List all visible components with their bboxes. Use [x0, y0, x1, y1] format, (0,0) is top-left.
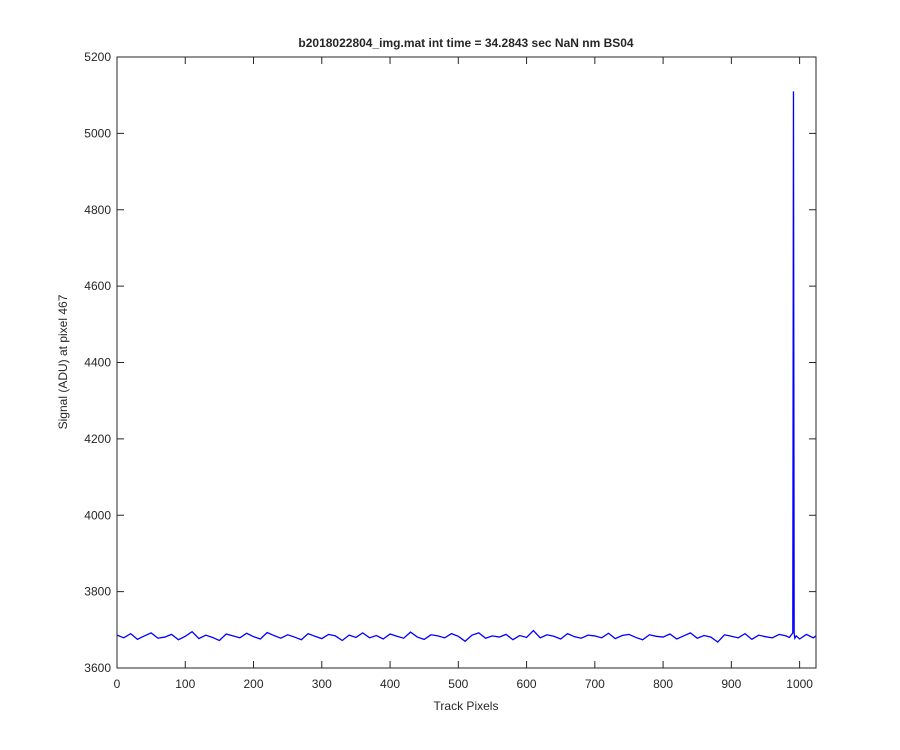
y-tick-label: 3800: [84, 585, 111, 599]
y-axis-label: Signal (ADU) at pixel 467: [56, 294, 70, 429]
data-line: [116, 91, 817, 643]
y-tick-label: 4400: [84, 356, 111, 370]
y-tick-label: 4600: [84, 279, 111, 293]
x-tick-label: 300: [312, 677, 332, 691]
x-tick-label: 100: [175, 677, 195, 691]
x-tick-label: 500: [448, 677, 468, 691]
y-tick-label: 3600: [84, 661, 111, 675]
y-tick-label: 4200: [84, 432, 111, 446]
y-tick-label: 5000: [84, 126, 111, 140]
x-axis-label: Track Pixels: [434, 699, 499, 713]
x-tick-label: 0: [114, 677, 121, 691]
x-tick-label: 1000: [786, 677, 813, 691]
chart-title: b2018022804_img.mat int time = 34.2843 s…: [298, 36, 634, 50]
x-tick-label: 400: [380, 677, 400, 691]
y-tick-label: 4000: [84, 508, 111, 522]
plot-area: [117, 57, 816, 668]
x-tick-label: 800: [653, 677, 673, 691]
x-tick-label: 200: [244, 677, 264, 691]
y-tick-label: 4800: [84, 203, 111, 217]
x-tick-label: 900: [721, 677, 741, 691]
y-tick-label: 5200: [84, 50, 111, 64]
x-tick-label: 700: [585, 677, 605, 691]
axes-box: [116, 56, 817, 669]
x-tick-label: 600: [517, 677, 537, 691]
